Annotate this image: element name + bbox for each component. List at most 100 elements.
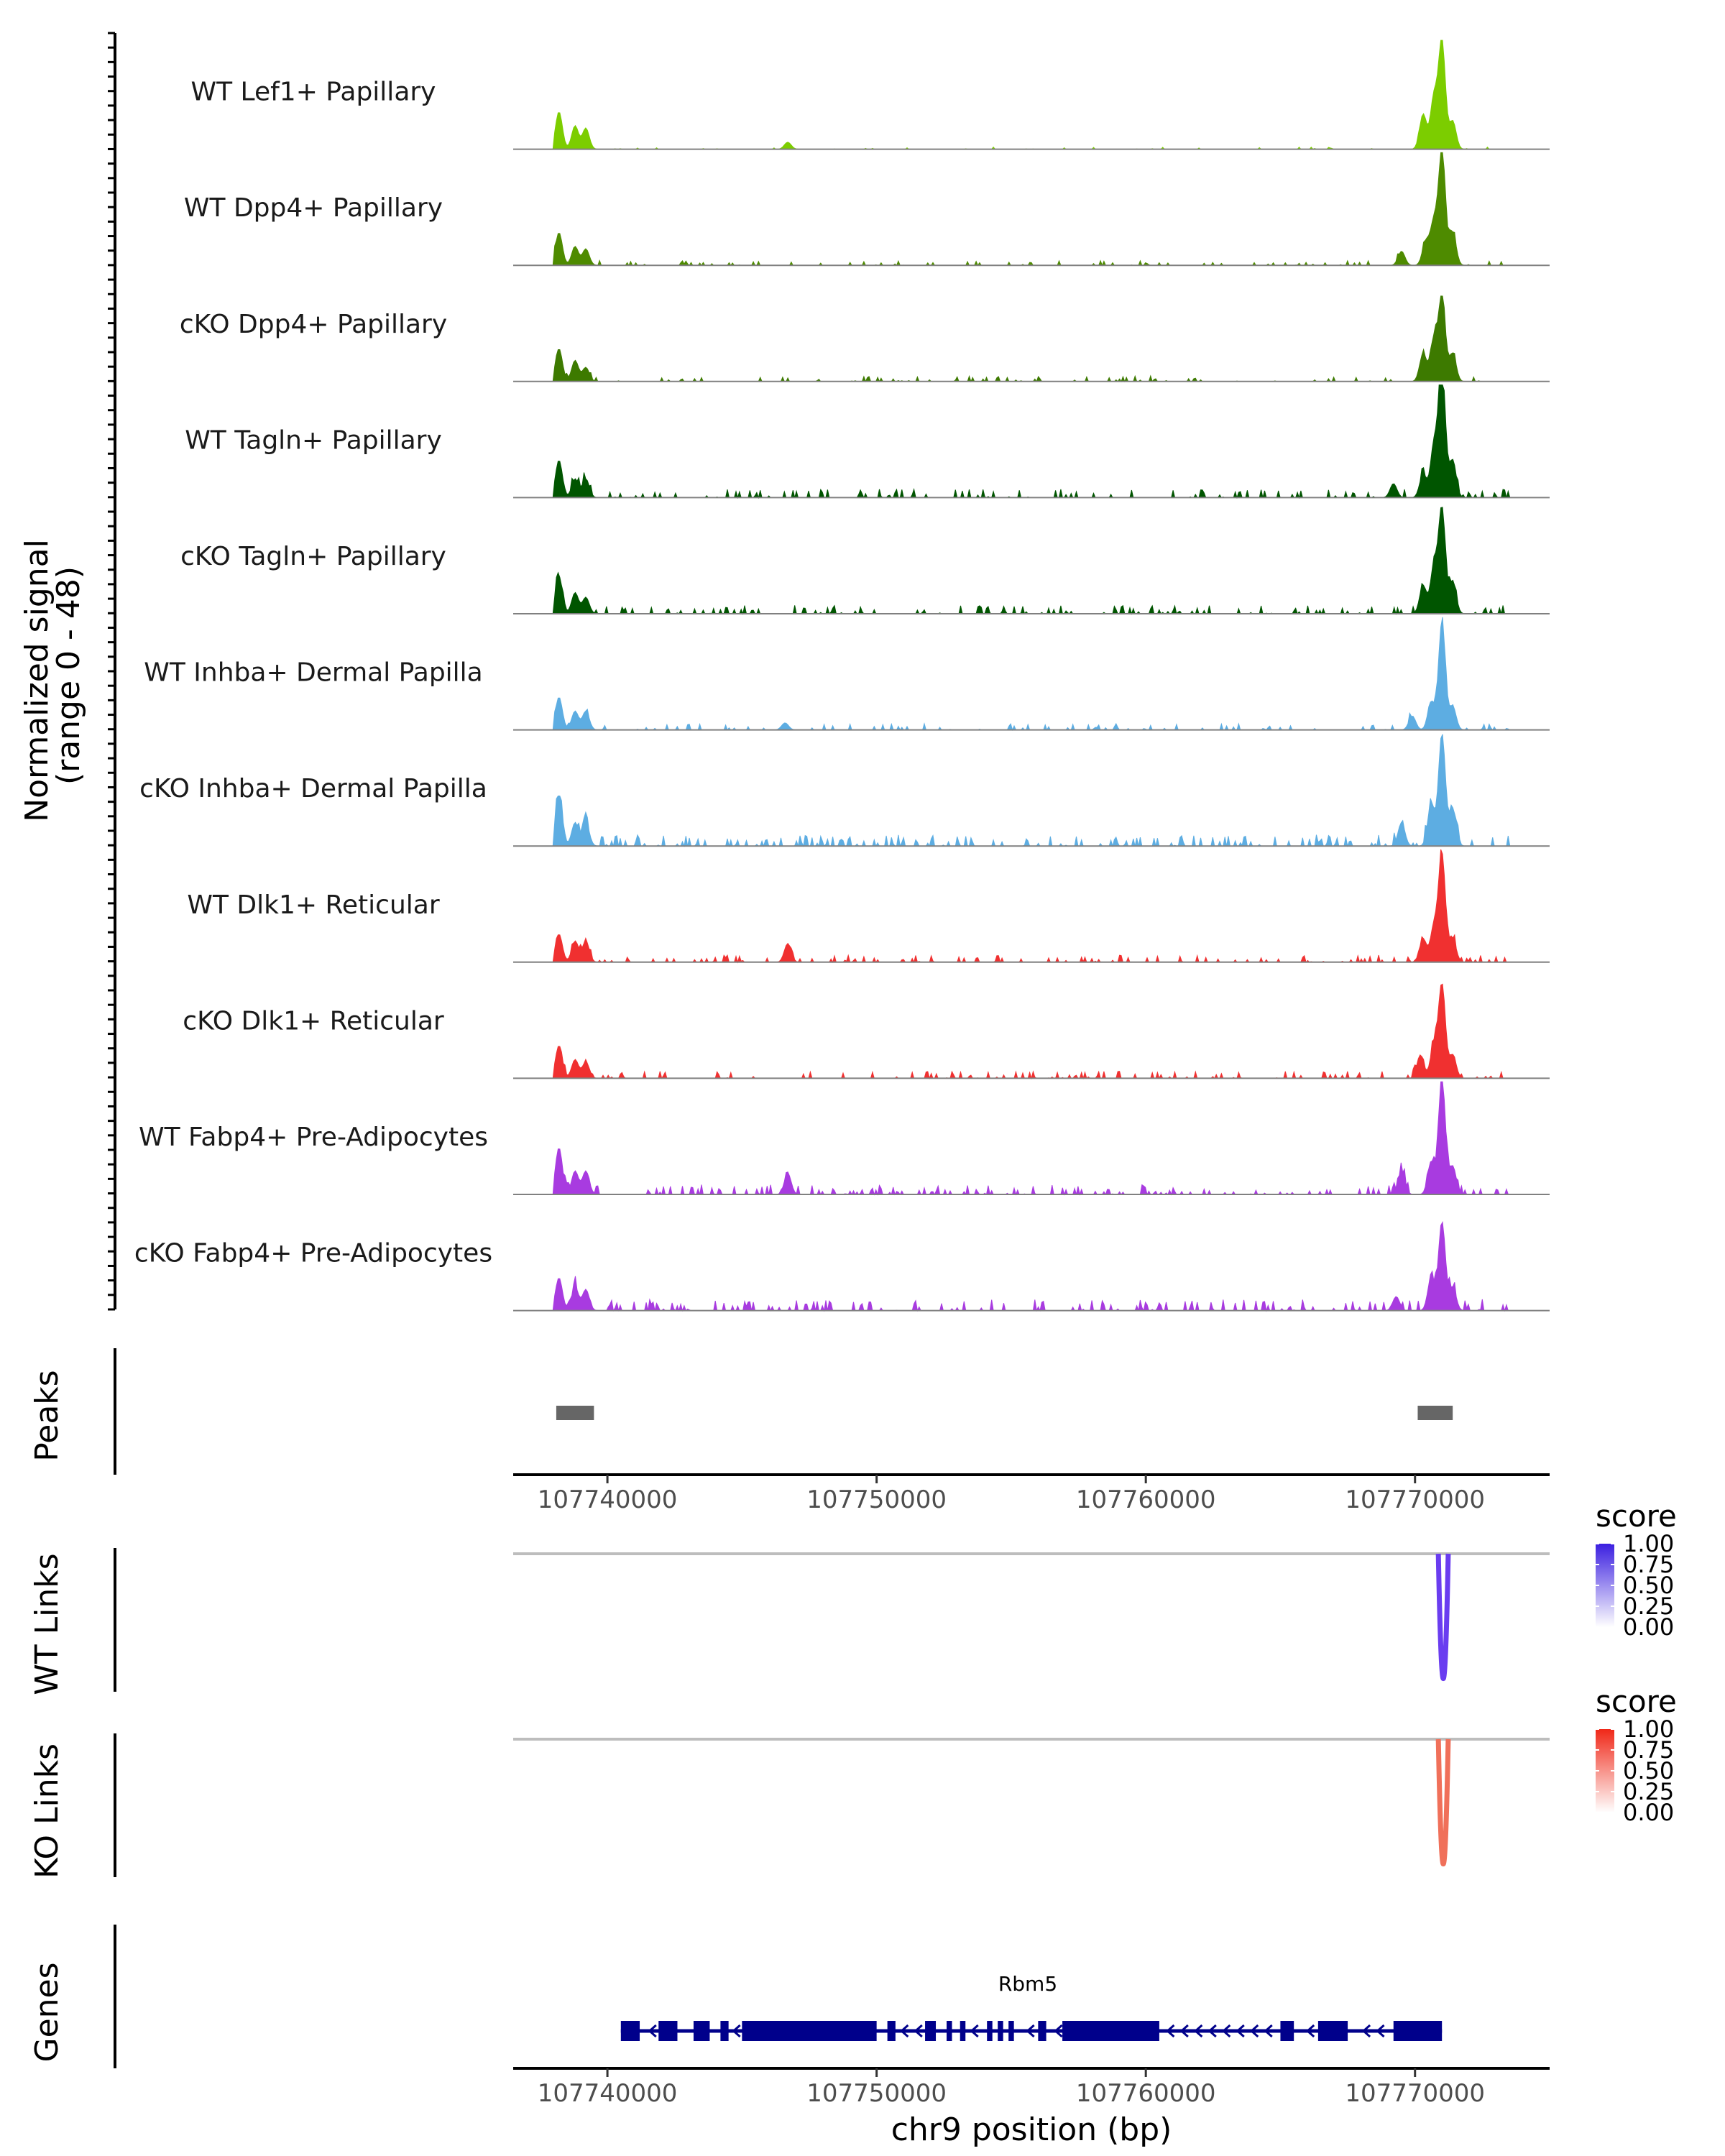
track-label: cKO Tagln+ Papillary xyxy=(180,542,446,571)
coverage-area xyxy=(513,849,1550,964)
track-label: cKO Dpp4+ Papillary xyxy=(180,310,447,339)
legend-tick-label: 1.00 xyxy=(1623,1530,1674,1557)
strand-arrow xyxy=(914,2024,923,2038)
gene-exon xyxy=(887,2021,896,2041)
gene-exon xyxy=(720,2021,729,2041)
strand-arrow xyxy=(1305,2024,1315,2038)
x-axis-tick-label: 107740000 xyxy=(538,2079,678,2108)
strand-arrow xyxy=(1179,2024,1189,2038)
gene-exon xyxy=(1008,2021,1014,2041)
gene-exon xyxy=(1038,2021,1046,2041)
coverage-area xyxy=(513,983,1550,1080)
track-label: WT Lef1+ Papillary xyxy=(191,78,436,107)
strand-arrow xyxy=(1222,2024,1231,2038)
coverage-track: WT Fabp4+ Pre-Adipocytes xyxy=(139,1081,1550,1196)
coverage-track: cKO Dpp4+ Papillary xyxy=(180,295,1550,383)
gene-exon xyxy=(1393,2021,1443,2041)
genes-panel: Rbm5 107740000 107750000 107760000 107770000 xyxy=(114,1925,1550,2108)
gene-exon xyxy=(947,2021,952,2041)
coverage-area xyxy=(513,152,1550,267)
strand-arrow xyxy=(1208,2024,1217,2038)
coverage-track: WT Lef1+ Papillary xyxy=(191,40,1550,150)
track-label: WT Fabp4+ Pre-Adipocytes xyxy=(139,1123,488,1152)
gene-exon xyxy=(1280,2021,1294,2041)
track-label: WT Dpp4+ Papillary xyxy=(184,193,443,223)
strand-arrow xyxy=(1264,2024,1273,2038)
strand-arrow xyxy=(732,2024,741,2038)
x-axis-tick-label: 107740000 xyxy=(538,1485,678,1514)
coverage-area xyxy=(513,507,1550,615)
gene-exon xyxy=(960,2021,966,2041)
gene-exon xyxy=(693,2021,710,2041)
x-axis-tick-label: 107760000 xyxy=(1076,2079,1216,2108)
coverage-y-axis-label: Normalized signal (range 0 - 48) xyxy=(19,529,87,822)
legend-tick-label: 1.00 xyxy=(1623,1715,1674,1743)
coverage-area xyxy=(513,1221,1550,1312)
x-axis-title: chr9 position (bp) xyxy=(891,2111,1172,2148)
coverage-track: cKO Tagln+ Papillary xyxy=(180,507,1550,615)
coverage-area xyxy=(513,295,1550,383)
strand-arrow xyxy=(1376,2024,1385,2038)
links-panel: score1.000.750.500.250.00score1.000.750.… xyxy=(114,1498,1677,1877)
legend-title: score xyxy=(1596,1498,1677,1534)
strand-arrow xyxy=(1361,2024,1371,2038)
legend-tick-label: 0.75 xyxy=(1623,1736,1674,1764)
coverage-area xyxy=(513,1081,1550,1196)
legend-tick-label: 0.25 xyxy=(1623,1593,1674,1620)
gene-exon xyxy=(998,2021,1003,2041)
coverage-track: cKO Fabp4+ Pre-Adipocytes xyxy=(134,1221,1550,1312)
gene-exon xyxy=(1062,2021,1159,2041)
coverage-area xyxy=(513,384,1550,499)
ko-links-y-axis-label: KO Links xyxy=(29,1743,65,1879)
genes-y-axis-label: Genes xyxy=(29,1962,65,2062)
track-label: cKO Fabp4+ Pre-Adipocytes xyxy=(134,1239,492,1268)
strand-arrow xyxy=(1236,2024,1245,2038)
peak-interval xyxy=(1417,1406,1453,1420)
gene-name-label: Rbm5 xyxy=(998,1972,1057,1996)
track-label: cKO Inhba+ Dermal Papilla xyxy=(139,774,487,803)
coverage-track: cKO Inhba+ Dermal Papilla xyxy=(139,734,1550,848)
gene-exon xyxy=(620,2021,640,2041)
peaks-panel: 107740000 107750000 107760000 107770000 xyxy=(114,1348,1550,1514)
legend-tick-label: 0.00 xyxy=(1623,1613,1674,1641)
link-arc xyxy=(1435,1553,1451,1682)
legend-tick-label: 0.25 xyxy=(1623,1778,1674,1805)
track-label: WT Inhba+ Dermal Papilla xyxy=(144,658,482,688)
legend-tick-label: 0.50 xyxy=(1623,1757,1674,1784)
strand-arrow xyxy=(1026,2024,1035,2038)
coverage-area xyxy=(513,40,1550,150)
strand-arrow xyxy=(1166,2024,1175,2038)
x-axis-tick-label: 107770000 xyxy=(1345,1485,1485,1514)
coverage-track: WT Tagln+ Papillary xyxy=(185,384,1550,499)
x-axis-tick-label: 107770000 xyxy=(1345,2079,1485,2108)
coverage-track: WT Inhba+ Dermal Papilla xyxy=(144,617,1550,732)
gene-exon xyxy=(1317,2021,1348,2041)
coverage-track: cKO Dlk1+ Reticular xyxy=(183,983,1550,1080)
coverage-panel: WT Lef1+ Papillary WT Dpp4+ Papillary cKO … xyxy=(108,32,1550,1312)
link-arc xyxy=(1435,1738,1451,1867)
legend-title: score xyxy=(1596,1684,1677,1719)
strand-arrow xyxy=(648,2024,657,2038)
x-axis-tick-label: 107760000 xyxy=(1076,1485,1216,1514)
strand-arrow xyxy=(1054,2024,1063,2038)
coverage-area xyxy=(513,734,1550,848)
peak-interval xyxy=(556,1406,594,1420)
x-axis-tick-label: 107750000 xyxy=(806,2079,947,2108)
coverage-y-axis-label-line-1: Normalized signal xyxy=(19,539,55,822)
coverage-track: WT Dlk1+ Reticular xyxy=(187,849,1550,964)
legend-tick-label: 0.75 xyxy=(1623,1551,1674,1578)
track-label: WT Dlk1+ Reticular xyxy=(187,890,439,920)
x-axis-tick-label: 107750000 xyxy=(806,1485,947,1514)
strand-arrow xyxy=(970,2024,979,2038)
coverage-track: WT Dpp4+ Papillary xyxy=(184,152,1550,267)
gene-exon xyxy=(742,2021,877,2041)
wt-links-y-axis-label: WT Links xyxy=(29,1553,65,1695)
strand-arrow xyxy=(900,2024,909,2038)
gene-exon xyxy=(658,2021,678,2041)
legend-tick-label: 0.00 xyxy=(1623,1799,1674,1826)
gene-exon xyxy=(987,2021,993,2041)
gene-exon xyxy=(925,2021,937,2041)
